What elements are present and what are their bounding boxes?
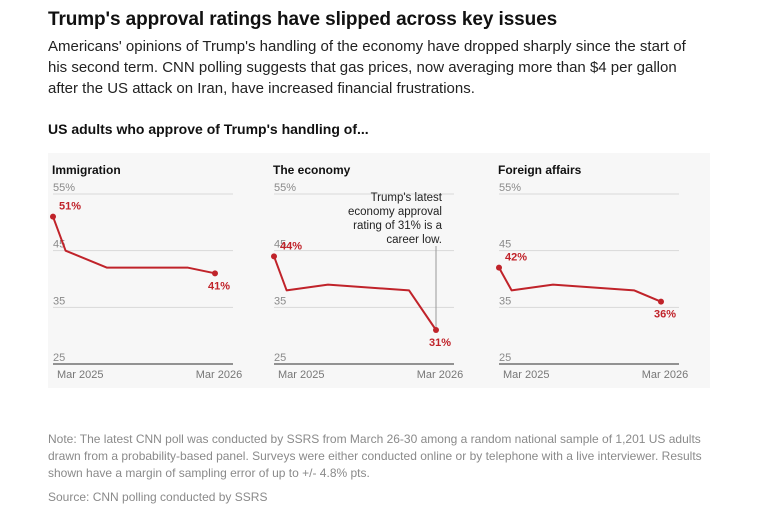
series-line	[498, 267, 662, 303]
chart-title: Trump's approval ratings have slipped ac…	[48, 9, 558, 30]
footnote: Note: The latest CNN poll was conducted …	[48, 432, 702, 480]
panel-immigration: Immigration 55% 45 35 25 Mar 2025 Mar 2026 51%…	[48, 161, 253, 388]
x-tick-label: Mar 2025	[503, 369, 549, 381]
panel-title-foreign-affairs: Foreign affairs	[498, 163, 582, 177]
data-label-last: 31%	[429, 337, 451, 349]
y-tick-label: 35	[499, 295, 511, 307]
x-tick-label: Mar 2026	[417, 369, 463, 381]
y-tick-label: 55%	[274, 182, 296, 194]
data-label-first: 42%	[505, 252, 527, 264]
x-tick-label: Mar 2025	[57, 369, 103, 381]
series-line	[52, 216, 216, 275]
data-label-last: 41%	[208, 280, 230, 292]
data-point	[496, 264, 502, 271]
data-point	[271, 253, 277, 260]
annotation-line: economy approval	[348, 206, 442, 218]
y-tick-label: 55%	[499, 182, 521, 194]
x-tick-label: Mar 2026	[196, 369, 242, 381]
annotation-line: career low.	[386, 234, 442, 246]
y-tick-label: 55%	[53, 182, 75, 194]
x-tick-label: Mar 2025	[278, 369, 324, 381]
data-label-last: 36%	[654, 309, 676, 321]
chart-foreign-affairs: 55% 45 35 25 Mar 2025 Mar 2026 42% 36%	[496, 182, 688, 381]
data-label-first: 51%	[59, 201, 81, 213]
y-tick-label: 45	[499, 239, 511, 251]
source-note: Source: CNN polling conducted by SSRS	[48, 490, 268, 504]
panel-economy: The economy 55% 45 35 25 Mar 2025 Mar 2026 Tru…	[269, 161, 474, 388]
section-label: US adults who approve of Trump's handlin…	[48, 121, 369, 137]
y-tick-label: 35	[53, 295, 65, 307]
panel-title-immigration: Immigration	[52, 163, 121, 177]
chart-subtitle: Americans' opinions of Trump's handling …	[48, 38, 686, 97]
small-multiples-area: Immigration 55% 45 35 25 Mar 2025 Mar 2026 51%…	[48, 153, 710, 388]
y-tick-label: 45	[274, 239, 286, 251]
data-point	[50, 213, 56, 220]
data-point	[658, 298, 664, 305]
data-point	[433, 327, 439, 333]
data-point	[212, 270, 218, 277]
x-tick-label: Mar 2026	[642, 369, 688, 381]
annotation-line: Trump's latest	[371, 192, 443, 204]
data-label-first: 44%	[280, 240, 302, 252]
annotation-line: rating of 31% is a	[353, 220, 442, 232]
y-tick-label: 25	[53, 352, 65, 364]
y-tick-label: 35	[274, 295, 286, 307]
y-tick-label: 25	[499, 352, 511, 364]
series-line	[273, 255, 437, 331]
y-tick-label: 25	[274, 352, 286, 364]
panel-foreign-affairs: Foreign affairs 55% 45 35 25 Mar 2025 Mar 202…	[494, 161, 699, 388]
chart-economy: 55% 45 35 25 Mar 2025 Mar 2026 Trump's latest e…	[271, 182, 463, 381]
panel-title-economy: The economy	[273, 163, 351, 177]
